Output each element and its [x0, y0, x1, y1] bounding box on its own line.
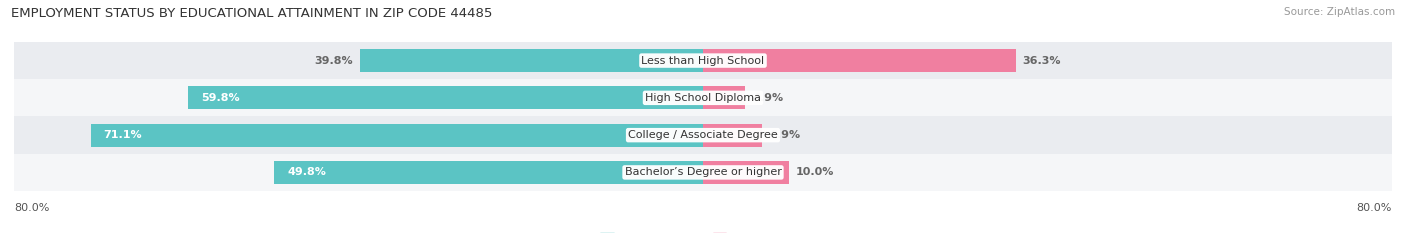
Text: Bachelor’s Degree or higher: Bachelor’s Degree or higher — [624, 168, 782, 177]
Text: EMPLOYMENT STATUS BY EDUCATIONAL ATTAINMENT IN ZIP CODE 44485: EMPLOYMENT STATUS BY EDUCATIONAL ATTAINM… — [11, 7, 492, 20]
Text: College / Associate Degree: College / Associate Degree — [628, 130, 778, 140]
Text: Source: ZipAtlas.com: Source: ZipAtlas.com — [1284, 7, 1395, 17]
Bar — [14, 42, 1392, 79]
Legend: In Labor Force, Unemployed: In Labor Force, Unemployed — [596, 229, 810, 233]
Text: 36.3%: 36.3% — [1022, 56, 1062, 65]
Bar — [91, 123, 703, 147]
Bar — [703, 161, 789, 184]
Bar — [14, 79, 1392, 116]
Text: 59.8%: 59.8% — [201, 93, 239, 103]
Bar — [703, 123, 762, 147]
Bar — [360, 49, 703, 72]
Text: High School Diploma: High School Diploma — [645, 93, 761, 103]
Bar — [274, 161, 703, 184]
Text: 4.9%: 4.9% — [752, 93, 783, 103]
Text: 80.0%: 80.0% — [14, 203, 49, 213]
Bar — [14, 154, 1392, 191]
Bar — [188, 86, 703, 110]
Text: 49.8%: 49.8% — [287, 168, 326, 177]
Bar — [14, 116, 1392, 154]
Text: 80.0%: 80.0% — [1357, 203, 1392, 213]
Text: 39.8%: 39.8% — [315, 56, 353, 65]
Text: Less than High School: Less than High School — [641, 56, 765, 65]
Text: 10.0%: 10.0% — [796, 168, 834, 177]
Bar — [703, 86, 745, 110]
Bar — [703, 49, 1015, 72]
Text: 71.1%: 71.1% — [104, 130, 142, 140]
Text: 6.9%: 6.9% — [769, 130, 800, 140]
